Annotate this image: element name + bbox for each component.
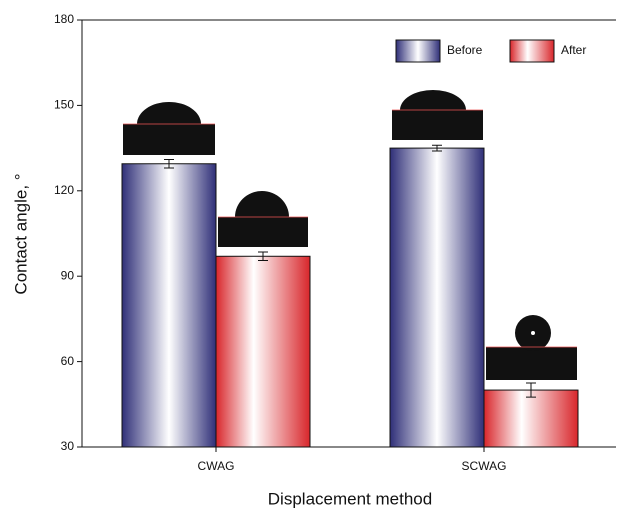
y-tick-label: 30 — [61, 439, 75, 453]
legend-swatch — [510, 40, 554, 62]
x-tick-label: SCWAG — [462, 459, 507, 473]
x-tick-label: CWAG — [198, 459, 235, 473]
y-tick-label: 120 — [54, 183, 74, 197]
plot: 30 60 90 120 150 180 CWAG SCWAG Before After — [54, 12, 586, 473]
y-tick-label: 60 — [61, 354, 75, 368]
bar — [122, 164, 216, 447]
bar — [216, 256, 310, 447]
bar — [390, 148, 484, 447]
x-axis-title: Displacement method — [268, 489, 432, 508]
y-tick-label: 90 — [61, 268, 75, 282]
legend-label: After — [561, 43, 586, 57]
bar — [484, 390, 578, 447]
legend-label: Before — [447, 43, 483, 57]
y-tick-label: 150 — [54, 98, 74, 112]
chart: Displacement method Contact angle, ° 30 6… — [0, 0, 617, 509]
y-axis-title: Contact angle, ° — [11, 173, 30, 294]
legend-swatch — [396, 40, 440, 62]
y-tick-label: 180 — [54, 12, 74, 26]
